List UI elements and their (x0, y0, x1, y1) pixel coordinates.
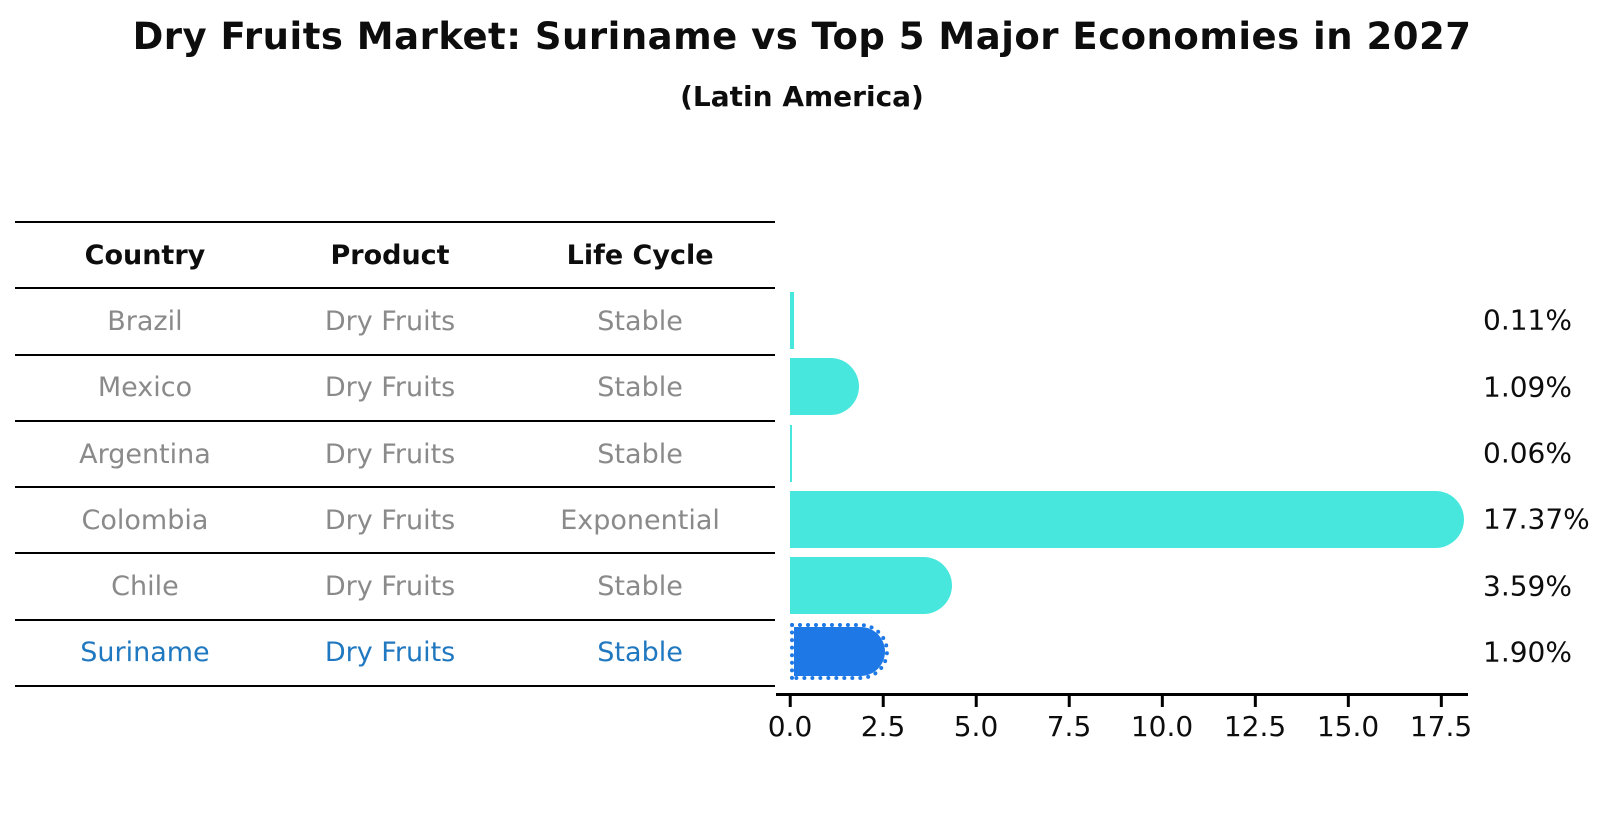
table-row-brazil: Brazil Dry Fruits Stable (15, 289, 775, 356)
table-row-chile: Chile Dry Fruits Stable (15, 554, 775, 621)
x-tick-label: 12.5 (1223, 710, 1287, 743)
country-table: Country Product Life Cycle Brazil Dry Fr… (15, 221, 775, 688)
country-cell: Colombia (81, 504, 209, 536)
x-tick: 15.0 (1317, 696, 1379, 743)
table-row-colombia: Colombia Dry Fruits Exponential (15, 488, 775, 555)
life-cycle-cell: Stable (597, 305, 683, 337)
value-label-chile: 3.59% (1483, 569, 1572, 603)
tick-mark (1253, 696, 1257, 707)
x-tick: 0.0 (767, 696, 813, 743)
bar-argentina (790, 424, 793, 482)
product-cell: Dry Fruits (324, 305, 456, 337)
x-tick-label: 2.5 (860, 710, 906, 743)
tick-mark (1067, 696, 1071, 707)
table-row-mexico: Mexico Dry Fruits Stable (15, 356, 775, 422)
country-cell: Brazil (107, 305, 183, 337)
tick-mark (1346, 696, 1350, 707)
bar-brazil (790, 291, 795, 349)
figure-title: Dry Fruits Market: Suriname vs Top 5 Maj… (132, 15, 1472, 58)
tick-mark (788, 696, 792, 707)
life-cycle-cell: Stable (597, 637, 683, 669)
country-cell: Mexico (97, 372, 193, 404)
value-label-mexico: 1.09% (1483, 370, 1572, 404)
x-tick: 5.0 (953, 696, 999, 743)
bar-chile (790, 557, 952, 615)
x-tick: 2.5 (860, 696, 906, 743)
product-cell: Dry Fruits (324, 372, 456, 404)
bar-colombia (790, 490, 1465, 548)
value-label-colombia: 17.37% (1483, 502, 1590, 536)
life-cycle-cell: Stable (597, 372, 683, 404)
table-row-suriname: Suriname Dry Fruits Stable (15, 621, 775, 688)
life-cycle-cell: Stable (597, 438, 683, 470)
country-cell: Argentina (79, 438, 211, 470)
tick-mark (974, 696, 978, 707)
tick-mark (1160, 696, 1164, 707)
product-cell: Dry Fruits (324, 637, 456, 669)
country-cell: Suriname (80, 637, 210, 669)
x-tick-label: 15.0 (1316, 710, 1380, 743)
table-row-argentina: Argentina Dry Fruits Stable (15, 422, 775, 489)
tick-mark (1439, 696, 1443, 707)
x-tick: 10.0 (1131, 696, 1193, 743)
x-tick-label: 5.0 (953, 710, 999, 743)
x-tick: 7.5 (1046, 696, 1092, 743)
product-cell: Dry Fruits (324, 438, 456, 470)
x-tick-label: 7.5 (1046, 710, 1092, 743)
product-cell: Dry Fruits (324, 504, 456, 536)
bar-suriname (790, 623, 889, 681)
x-tick: 17.5 (1410, 696, 1472, 743)
x-tick-label: 10.0 (1130, 710, 1194, 743)
product-cell: Dry Fruits (324, 571, 456, 603)
table-header-row: Country Product Life Cycle (15, 223, 775, 290)
country-cell: Chile (111, 571, 179, 603)
x-tick-label: 17.5 (1409, 710, 1473, 743)
figure-subtitle: (Latin America) (680, 80, 924, 113)
col-header-life-cycle: Life Cycle (566, 239, 714, 271)
life-cycle-cell: Stable (597, 571, 683, 603)
x-tick: 12.5 (1224, 696, 1286, 743)
value-label-suriname: 1.90% (1483, 635, 1572, 669)
bar-mexico (790, 358, 859, 416)
tick-mark (881, 696, 885, 707)
x-axis-spine (776, 693, 1468, 696)
col-header-country: Country (84, 239, 206, 271)
col-header-product: Product (330, 239, 450, 271)
value-label-argentina: 0.06% (1483, 436, 1572, 470)
value-label-brazil: 0.11% (1483, 303, 1572, 337)
x-tick-label: 0.0 (767, 710, 813, 743)
life-cycle-cell: Exponential (560, 504, 720, 536)
